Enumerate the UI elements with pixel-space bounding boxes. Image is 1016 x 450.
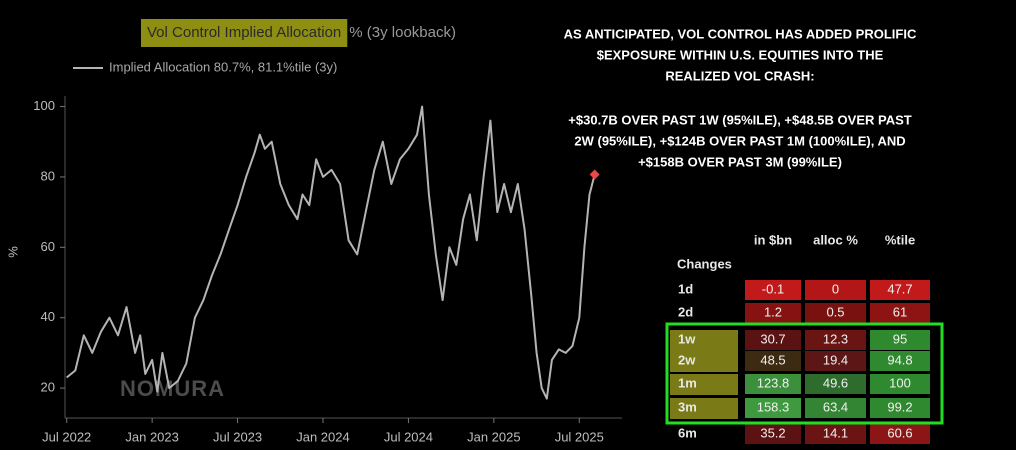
table-cell: 94.8 bbox=[887, 352, 912, 367]
table-cell: 158.3 bbox=[757, 399, 790, 414]
cell-background bbox=[805, 374, 866, 394]
cell-background bbox=[870, 398, 930, 418]
table-cell: 49.6 bbox=[823, 375, 848, 390]
row-label-highlight bbox=[670, 398, 738, 419]
cell-background bbox=[745, 303, 801, 323]
legend-label: Implied Allocation 80.7%, 81.1%tile (3y) bbox=[109, 59, 337, 74]
y-tick-label: 60 bbox=[41, 239, 55, 254]
row-label: 6m bbox=[678, 425, 697, 440]
column-header: alloc % bbox=[813, 232, 858, 247]
y-axis-label: % bbox=[5, 246, 20, 258]
table-cell: 99.2 bbox=[887, 399, 912, 414]
table-cell: 0.5 bbox=[826, 304, 844, 319]
row-label-highlight bbox=[670, 351, 738, 372]
annotation-body: 2W (95%ILE), +$124B OVER PAST 1M (100%IL… bbox=[574, 133, 905, 148]
cell-background bbox=[870, 351, 930, 371]
cell-background bbox=[745, 424, 801, 444]
cell-background bbox=[805, 303, 866, 323]
y-tick-label: 100 bbox=[33, 98, 55, 113]
cell-background bbox=[870, 280, 930, 300]
highlight-box bbox=[665, 322, 944, 425]
y-tick-label: 40 bbox=[41, 309, 55, 324]
row-label: 1m bbox=[678, 375, 697, 390]
cell-background bbox=[745, 280, 801, 300]
y-tick-label: 80 bbox=[41, 168, 55, 183]
annotation-heading: $EXPOSURE WITHIN U.S. EQUITIES INTO THE bbox=[597, 47, 884, 62]
cell-background bbox=[805, 424, 866, 444]
cell-background bbox=[805, 351, 866, 371]
cell-background bbox=[870, 303, 930, 323]
table-cell: 63.4 bbox=[823, 399, 848, 414]
chart-title-highlight: Vol Control Implied Allocation bbox=[147, 24, 341, 41]
table-cell: 19.4 bbox=[823, 352, 848, 367]
last-point-marker bbox=[589, 169, 600, 180]
row-label-highlight bbox=[670, 330, 738, 351]
table-cell: -0.1 bbox=[762, 281, 784, 296]
table-cell: 0 bbox=[832, 281, 839, 296]
x-tick-label: Jul 2022 bbox=[42, 429, 91, 444]
x-tick-label: Jul 2025 bbox=[555, 429, 604, 444]
table-cell: 100 bbox=[889, 375, 911, 390]
table-cell: 35.2 bbox=[760, 425, 785, 440]
row-label: 1d bbox=[678, 281, 693, 296]
cell-background bbox=[870, 374, 930, 394]
watermark: NOMURA bbox=[120, 376, 225, 401]
cell-background bbox=[745, 398, 801, 418]
x-tick-label: Jul 2023 bbox=[213, 429, 262, 444]
x-tick-label: Jul 2024 bbox=[384, 429, 433, 444]
title-highlight bbox=[141, 19, 348, 47]
row-label: 2w bbox=[678, 352, 696, 367]
annotation-heading: AS ANTICIPATED, VOL CONTROL HAS ADDED PR… bbox=[564, 26, 917, 41]
table-cell: 30.7 bbox=[760, 331, 785, 346]
table-cell: 60.6 bbox=[887, 425, 912, 440]
table-cell: 61 bbox=[893, 304, 907, 319]
cell-background bbox=[805, 280, 866, 300]
annotation-body: +$158B OVER PAST 3M (99%ILE) bbox=[638, 154, 842, 169]
x-tick-label: Jan 2024 bbox=[296, 429, 350, 444]
x-tick-label: Jan 2023 bbox=[125, 429, 179, 444]
table-cell: 95 bbox=[893, 331, 907, 346]
row-label-highlight bbox=[670, 374, 738, 395]
annotation-body: +$30.7B OVER PAST 1W (95%ILE), +$48.5B O… bbox=[568, 112, 911, 127]
table-cell: 14.1 bbox=[823, 425, 848, 440]
series-line bbox=[66, 105, 596, 400]
x-tick-label: Jan 2025 bbox=[467, 429, 521, 444]
cell-background bbox=[805, 398, 866, 418]
table-cell: 47.7 bbox=[887, 281, 912, 296]
cell-background bbox=[870, 424, 930, 444]
row-label: 2d bbox=[678, 304, 693, 319]
table-cell: 1.2 bbox=[764, 304, 782, 319]
cell-background bbox=[805, 330, 866, 350]
table-cell: 48.5 bbox=[760, 352, 785, 367]
column-header: %tile bbox=[885, 232, 915, 247]
table-cell: 12.3 bbox=[823, 331, 848, 346]
cell-background bbox=[870, 330, 930, 350]
table-corner: Changes bbox=[677, 256, 732, 271]
table-cell: 123.8 bbox=[757, 375, 790, 390]
y-tick-label: 20 bbox=[41, 380, 55, 395]
chart-title: % (3y lookback) bbox=[349, 24, 456, 41]
cell-background bbox=[745, 374, 801, 394]
row-label: 3m bbox=[678, 399, 697, 414]
column-header: in $bn bbox=[754, 232, 792, 247]
row-label: 1w bbox=[678, 331, 696, 346]
cell-background bbox=[745, 351, 801, 371]
annotation-heading: REALIZED VOL CRASH: bbox=[665, 68, 814, 83]
cell-background bbox=[745, 330, 801, 350]
